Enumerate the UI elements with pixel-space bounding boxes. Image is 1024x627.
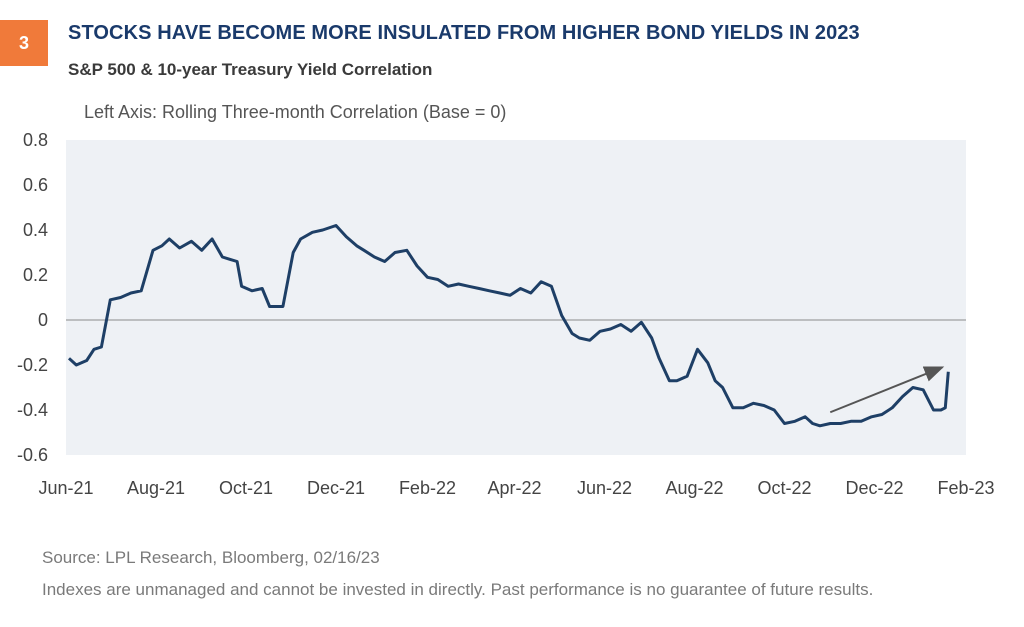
y-tick-label: 0.2 [23,265,48,285]
y-tick-label: 0.4 [23,220,48,240]
y-tick-label: 0.8 [23,130,48,150]
x-tick-label: Feb-22 [399,478,456,498]
series-line-correlation [67,224,950,428]
chart-subtitle: S&P 500 & 10-year Treasury Yield Correla… [68,60,433,79]
x-tick-label: Aug-21 [127,478,185,498]
y-axis-ticks: 0.8 0.6 0.4 0.2 0 -0.2 -0.4 -0.6 [17,130,48,465]
x-tick-label: Oct-21 [219,478,273,498]
x-tick-label: Apr-22 [488,478,542,498]
plot-background [66,140,966,455]
trend-arrow [829,366,945,414]
y-tick-label: -0.2 [17,355,48,375]
y-axis-label: Left Axis: Rolling Three-month Correlati… [84,102,506,122]
y-tick-label: -0.6 [17,445,48,465]
x-tick-label: Jun-21 [38,478,93,498]
annotation-layer [829,366,945,414]
source-note: Source: LPL Research, Bloomberg, 02/16/2… [42,548,380,567]
disclaimer-note: Indexes are unmanaged and cannot be inve… [42,580,874,599]
y-tick-label: 0 [38,310,48,330]
correlation-line-chart: 0.8 0.6 0.4 0.2 0 -0.2 -0.4 -0.6 Jun-21 Aug-21 Oc… [17,102,995,498]
x-tick-label: Jun-22 [577,478,632,498]
x-tick-label: Dec-21 [307,478,365,498]
x-tick-label: Aug-22 [666,478,724,498]
x-tick-label: Oct-22 [758,478,812,498]
y-tick-label: -0.4 [17,400,48,420]
x-axis-ticks: Jun-21 Aug-21 Oct-21 Dec-21 Feb-22 Apr-22 Jun-… [38,478,994,498]
y-tick-label: 0.6 [23,175,48,195]
x-tick-label: Feb-23 [937,478,994,498]
chart-number-badge: 3 [0,20,48,66]
x-tick-label: Dec-22 [846,478,904,498]
chart-title: STOCKS HAVE BECOME MORE INSULATED FROM H… [68,22,860,44]
